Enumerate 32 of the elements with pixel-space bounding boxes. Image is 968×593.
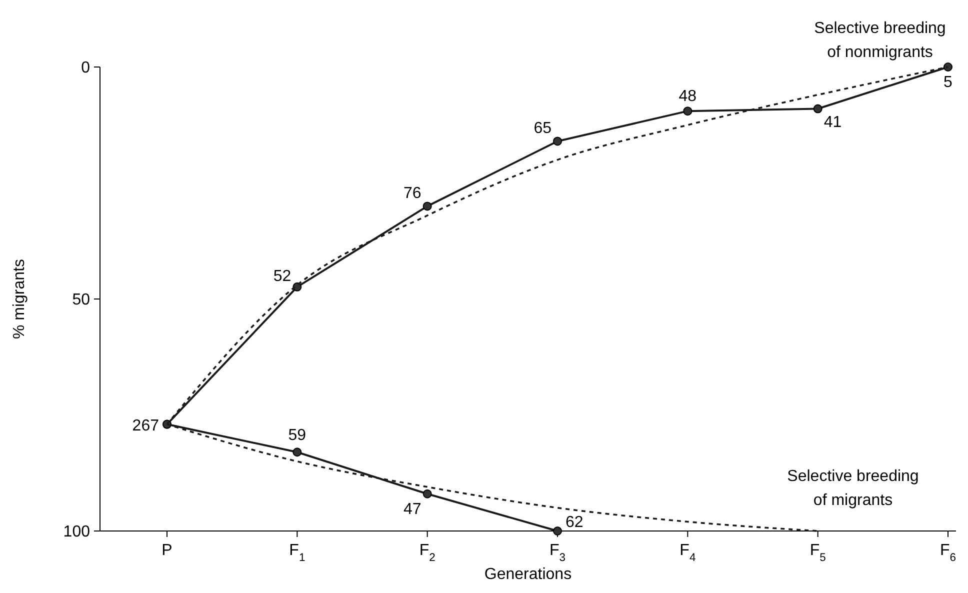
annotation: 59 — [288, 427, 306, 444]
annotation: 5 — [944, 74, 953, 91]
point — [813, 104, 822, 114]
y-tick-label: 50 — [72, 292, 90, 309]
annotation: 47 — [404, 500, 422, 518]
text: Selective breeding of nonmigrants — [814, 20, 946, 61]
x-tick-label: F$_{2}$ — [419, 542, 436, 564]
x-tick-label: P — [162, 542, 172, 559]
x-axis-title: Generations — [484, 566, 572, 583]
y-tick-label: 100 — [63, 524, 90, 541]
point — [422, 202, 432, 211]
annotation: 62 — [566, 514, 584, 531]
x-tick-label: F$_{6}$ — [940, 542, 956, 564]
x-tick-label: F$_{4}$ — [680, 542, 696, 564]
y-tick-label: 0 — [81, 60, 90, 77]
annotation: 65 — [534, 120, 552, 138]
y-axis-title: % migrants — [11, 258, 28, 340]
point — [683, 106, 692, 116]
point — [553, 136, 562, 146]
annotation: 76 — [404, 185, 422, 202]
annotation: 267 — [132, 417, 160, 434]
point — [422, 489, 432, 498]
x-tick-label: F$_{1}$ — [289, 542, 306, 564]
point — [553, 526, 562, 536]
x-tick-label: F$_{5}$ — [810, 542, 826, 564]
annotation: Selective breeding of migrants — [787, 468, 919, 509]
annotation: 41 — [824, 114, 842, 131]
annotation: 52 — [273, 268, 292, 285]
annotation: 48 — [678, 88, 697, 106]
x-tick-label: F$_{3}$ — [549, 542, 566, 564]
point — [944, 62, 952, 72]
point — [292, 448, 302, 457]
